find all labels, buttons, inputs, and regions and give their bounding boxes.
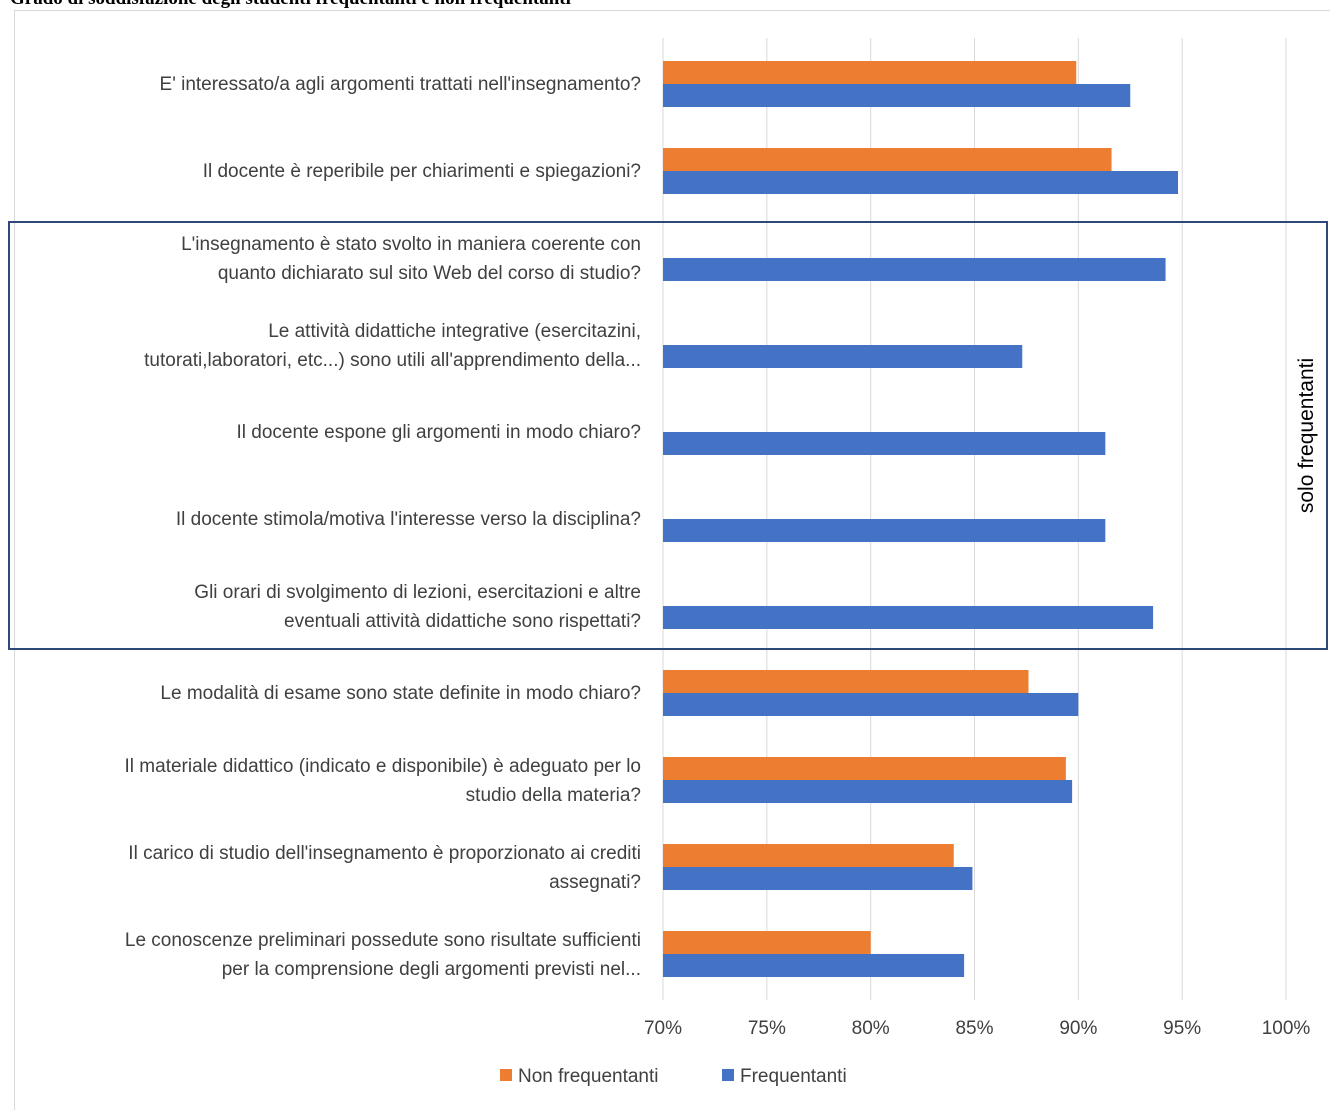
bar-frequentanti — [663, 432, 1106, 455]
category-label-line: Il materiale didattico (indicato e dispo… — [125, 756, 641, 777]
bar-frequentanti — [663, 171, 1179, 194]
category-label-line: assegnati? — [549, 872, 641, 893]
x-tick-label: 95% — [1163, 1018, 1201, 1039]
category-label-line: studio della materia? — [466, 785, 641, 806]
legend-swatch — [722, 1069, 734, 1081]
bar-frequentanti — [663, 693, 1079, 716]
bar-frequentanti — [663, 519, 1106, 542]
bar-frequentanti — [663, 84, 1131, 107]
category-label-line: Il docente è reperibile per chiarimenti … — [203, 161, 641, 182]
category-label-line: per la comprensione degli argomenti prev… — [222, 959, 641, 980]
category-label-line: E' interessato/a agli argomenti trattati… — [160, 74, 641, 95]
x-tick-label: 90% — [1059, 1018, 1097, 1039]
x-tick-label: 100% — [1262, 1018, 1311, 1039]
category-label-line: Le conoscenze preliminari possedute sono… — [125, 930, 641, 951]
category-label-line: L'insegnamento è stato svolto in maniera… — [181, 234, 641, 255]
bar-non-frequentanti — [663, 670, 1029, 693]
category-label-line: Le modalità di esame sono state definite… — [160, 683, 641, 704]
bar-frequentanti — [663, 954, 965, 977]
x-tick-label: 75% — [748, 1018, 786, 1039]
x-tick-label: 85% — [955, 1018, 993, 1039]
bar-non-frequentanti — [663, 148, 1112, 171]
chart-title: Grado di soddisfazione degli studenti fr… — [10, 0, 571, 10]
category-label: Le conoscenze preliminari possedute sono… — [125, 930, 641, 980]
category-label-line: Il docente stimola/motiva l'interesse ve… — [176, 509, 641, 530]
category-label: Il docente è reperibile per chiarimenti … — [203, 161, 641, 182]
category-label-line: Il carico di studio dell'insegnamento è … — [128, 843, 641, 864]
solo-frequentanti-label: solo frequentanti — [1295, 358, 1318, 513]
bar-non-frequentanti — [663, 61, 1077, 84]
solo-frequentanti-box — [8, 221, 1328, 650]
chart-area — [14, 10, 1330, 1110]
category-label: Il carico di studio dell'insegnamento è … — [128, 843, 641, 893]
category-label-line: Gli orari di svolgimento di lezioni, ese… — [194, 582, 641, 603]
category-label: Gli orari di svolgimento di lezioni, ese… — [194, 582, 641, 632]
bar-non-frequentanti — [663, 757, 1066, 780]
bar-frequentanti — [663, 345, 1023, 368]
category-label-line: eventuali attività didattiche sono rispe… — [284, 611, 641, 632]
x-tick-label: 80% — [852, 1018, 890, 1039]
legend-label: Non frequentanti — [518, 1066, 659, 1087]
bar-frequentanti — [663, 780, 1073, 803]
category-label: L'insegnamento è stato svolto in maniera… — [181, 234, 641, 284]
bar-non-frequentanti — [663, 844, 954, 867]
category-label-line: Il docente espone gli argomenti in modo … — [236, 422, 641, 443]
category-label-line: quanto dichiarato sul sito Web del corso… — [218, 263, 641, 284]
category-label: Le attività didattiche integrative (eser… — [144, 321, 641, 371]
category-label-line: Le attività didattiche integrative (eser… — [268, 321, 641, 342]
legend-label: Frequentanti — [740, 1066, 847, 1087]
x-tick-label: 70% — [644, 1018, 682, 1039]
legend-swatch — [500, 1069, 512, 1081]
category-label: Le modalità di esame sono state definite… — [160, 683, 641, 704]
bar-frequentanti — [663, 258, 1166, 281]
category-label: Il materiale didattico (indicato e dispo… — [125, 756, 641, 806]
category-label: Il docente stimola/motiva l'interesse ve… — [176, 509, 641, 530]
bar-frequentanti — [663, 867, 973, 890]
category-label-line: tutorati,laboratori, etc...) sono utili … — [144, 350, 641, 371]
bar-frequentanti — [663, 606, 1154, 629]
category-label: Il docente espone gli argomenti in modo … — [236, 422, 641, 443]
bar-non-frequentanti — [663, 931, 871, 954]
category-label: E' interessato/a agli argomenti trattati… — [160, 74, 641, 95]
